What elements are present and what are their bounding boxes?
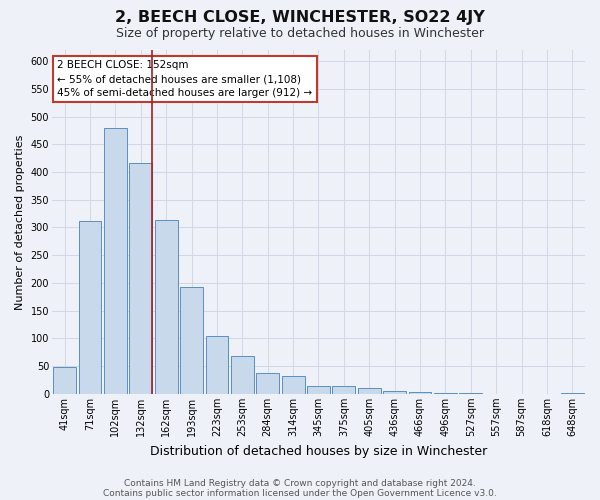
Bar <box>409 392 431 394</box>
Bar <box>79 222 101 394</box>
Text: 2, BEECH CLOSE, WINCHESTER, SO22 4JY: 2, BEECH CLOSE, WINCHESTER, SO22 4JY <box>115 10 485 25</box>
X-axis label: Distribution of detached houses by size in Winchester: Distribution of detached houses by size … <box>150 444 487 458</box>
Y-axis label: Number of detached properties: Number of detached properties <box>15 134 25 310</box>
Bar <box>53 368 76 394</box>
Text: Contains HM Land Registry data © Crown copyright and database right 2024.: Contains HM Land Registry data © Crown c… <box>124 478 476 488</box>
Bar <box>180 287 203 394</box>
Bar <box>104 128 127 394</box>
Bar <box>231 356 254 394</box>
Bar <box>383 391 406 394</box>
Text: Size of property relative to detached houses in Winchester: Size of property relative to detached ho… <box>116 28 484 40</box>
Bar <box>332 386 355 394</box>
Bar <box>434 393 457 394</box>
Bar <box>281 376 305 394</box>
Text: Contains public sector information licensed under the Open Government Licence v3: Contains public sector information licen… <box>103 488 497 498</box>
Bar <box>307 386 330 394</box>
Bar <box>206 336 229 394</box>
Bar <box>130 163 152 394</box>
Bar <box>256 373 279 394</box>
Bar <box>561 393 584 394</box>
Bar <box>358 388 380 394</box>
Text: 2 BEECH CLOSE: 152sqm
← 55% of detached houses are smaller (1,108)
45% of semi-d: 2 BEECH CLOSE: 152sqm ← 55% of detached … <box>57 60 313 98</box>
Bar <box>155 220 178 394</box>
